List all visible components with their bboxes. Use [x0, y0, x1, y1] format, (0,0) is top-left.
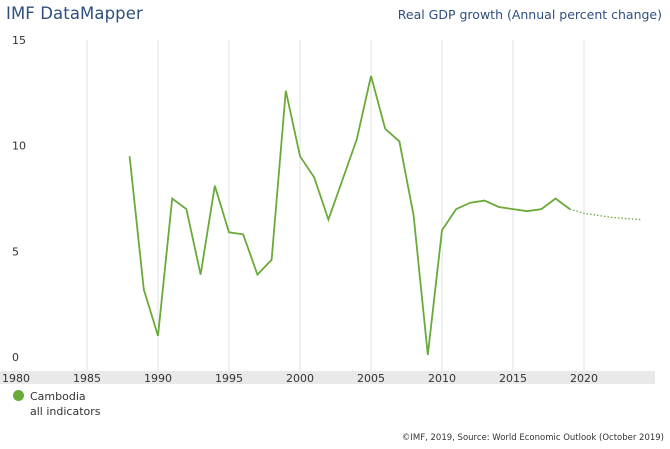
grid-lines [86, 40, 585, 371]
legend-marker [13, 390, 24, 401]
series-lines [128, 75, 641, 356]
source-note: ©IMF, 2019, Source: World Economic Outlo… [401, 433, 664, 443]
x-tick-1990: 1990 [144, 372, 172, 385]
x-tick-1980: 1980 [2, 372, 30, 385]
x-axis-band-rect [0, 371, 655, 384]
series-line-cambodia [128, 75, 571, 356]
brand-title: IMF DataMapper [6, 4, 143, 23]
x-axis-band [0, 371, 655, 384]
x-tick-2005: 2005 [357, 372, 385, 385]
chart-title: Real GDP growth (Annual percent change) [397, 7, 662, 22]
x-tick-2020: 2020 [570, 372, 598, 385]
x-tick-labels: 1980 1985 1990 1995 2000 2005 2010 2015 2020 [2, 372, 598, 385]
x-tick-1985: 1985 [73, 372, 101, 385]
x-tick-1995: 1995 [215, 372, 243, 385]
x-tick-2015: 2015 [499, 372, 527, 385]
x-tick-2000: 2000 [286, 372, 314, 385]
y-tick-labels: 0 5 10 15 [12, 34, 26, 364]
y-tick-5: 5 [12, 245, 19, 258]
legend-subtitle: all indicators [30, 405, 101, 418]
y-tick-10: 10 [12, 140, 26, 153]
y-tick-15: 15 [12, 34, 26, 47]
legend-country: Cambodia [30, 390, 86, 403]
x-tick-2010: 2010 [428, 372, 456, 385]
y-tick-0: 0 [12, 351, 19, 364]
series-line-projection [569, 208, 641, 221]
legend[interactable]: Cambodia all indicators [13, 390, 101, 418]
